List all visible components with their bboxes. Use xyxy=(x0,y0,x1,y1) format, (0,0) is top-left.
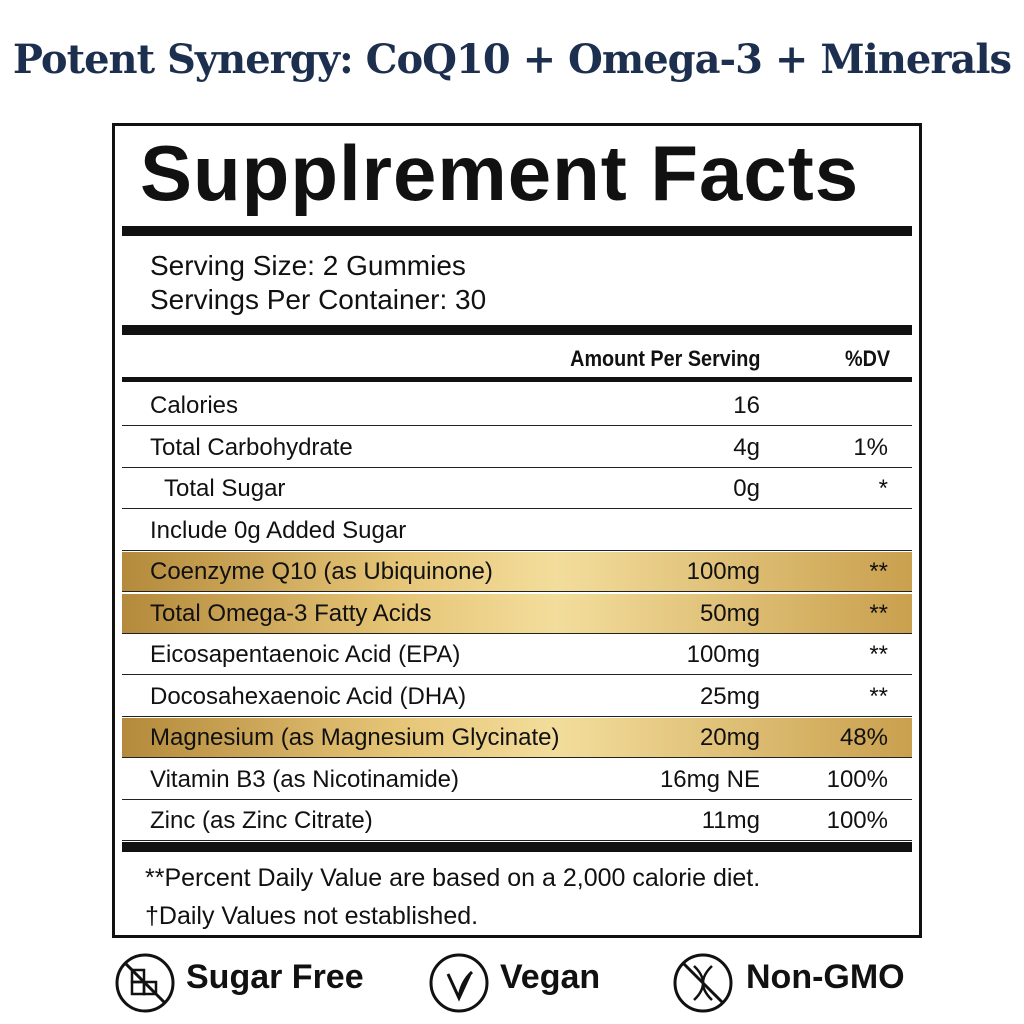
nutrient-dv: 100% xyxy=(826,765,888,793)
amount-header: Amount Per Serving xyxy=(569,346,760,371)
servings-per-container: Servings Per Container: 30 xyxy=(150,284,487,315)
footnote: **Percent Daily Value are based on a 2,0… xyxy=(145,864,761,892)
nutrient-amount: 100mg xyxy=(686,558,760,585)
badge-label: Vegan xyxy=(500,958,601,996)
non-gmo-icon xyxy=(673,953,733,1013)
nutrient-name: Calories xyxy=(150,392,239,419)
badge-label: Sugar Free xyxy=(186,958,364,996)
nutrient-row: Vitamin B3 (as Nicotinamide) 16mg NE 100% xyxy=(122,760,912,800)
nutrient-name: Total Omega-3 Fatty Acids xyxy=(150,599,432,627)
nutrient-row: Zinc (as Zinc Citrate) 11mg 100% xyxy=(122,801,912,841)
serving-size: Serving Size: 2 Gummies xyxy=(150,250,466,281)
nutrient-row: Total Sugar 0g * xyxy=(122,469,912,509)
header-title: Potent Synergy: CoQ10 + Omega-3 + Minera… xyxy=(12,36,1012,83)
nutrient-dv: ** xyxy=(869,641,888,668)
nutrient-row: Include 0g Added Sugar xyxy=(122,511,912,551)
nutrient-row: Magnesium (as Magnesium Glycinate) 20mg 48… xyxy=(122,718,912,758)
nutrient-row: Total Carbohydrate 4g 1% xyxy=(122,428,912,468)
nutrient-amount: 50mg xyxy=(699,599,760,627)
nutrient-amount: 20mg xyxy=(699,724,760,751)
nutrient-amount: 25mg xyxy=(699,682,760,710)
nutrient-name: Total Sugar xyxy=(164,475,286,502)
divider xyxy=(122,325,912,335)
nutrient-dv: * xyxy=(878,475,888,502)
sugar-free-icon xyxy=(115,953,175,1013)
nutrient-dv: ** xyxy=(869,558,888,585)
nutrient-name: Total Carbohydrate xyxy=(150,433,353,461)
nutrient-dv: ** xyxy=(869,599,888,627)
nutrient-amount: 11mg xyxy=(701,807,760,834)
divider xyxy=(122,842,912,852)
vegan-icon xyxy=(429,953,489,1013)
nutrient-name: Include 0g Added Sugar xyxy=(150,516,407,544)
nutrient-dv: 48% xyxy=(839,724,888,751)
nutrient-dv: 100% xyxy=(826,807,888,834)
nutrient-name: Vitamin B3 (as Nicotinamide) xyxy=(150,765,460,793)
nutrient-row: Calories 16 xyxy=(122,386,912,426)
divider xyxy=(122,377,912,382)
nutrient-dv: 1% xyxy=(853,433,888,461)
nutrient-amount: 16mg NE xyxy=(659,765,760,793)
nutrient-name: Coenzyme Q10 (as Ubiquinone) xyxy=(150,558,493,585)
nutrient-name: Docosahexaenoic Acid (DHA) xyxy=(150,682,467,710)
dv-header: %DV xyxy=(844,346,890,371)
nutrient-row: Eicosapentaenoic Acid (EPA) 100mg ** xyxy=(122,635,912,675)
nutrient-row: Total Omega-3 Fatty Acids 50mg ** xyxy=(122,593,912,634)
nutrient-amount: 100mg xyxy=(686,641,760,668)
nutrient-row: Coenzyme Q10 (as Ubiquinone) 100mg ** xyxy=(122,552,912,592)
nutrient-row: Docosahexaenoic Acid (DHA) 25mg ** xyxy=(122,677,912,717)
nutrient-amount: 16 xyxy=(733,392,760,419)
nutrient-amount: 4g xyxy=(733,433,760,461)
panel-title: Supplrement Facts xyxy=(140,129,860,217)
nutrient-name: Eicosapentaenoic Acid (EPA) xyxy=(150,641,461,668)
badge-label: Non-GMO xyxy=(746,958,905,996)
nutrient-name: Zinc (as Zinc Citrate) xyxy=(150,807,373,834)
facts-panel xyxy=(112,123,922,938)
nutrient-amount: 0g xyxy=(733,475,760,502)
nutrient-name: Magnesium (as Magnesium Glycinate) xyxy=(150,724,560,751)
nutrient-dv: ** xyxy=(869,682,888,710)
divider xyxy=(122,226,912,236)
footnote: †Daily Values not established. xyxy=(145,902,479,930)
